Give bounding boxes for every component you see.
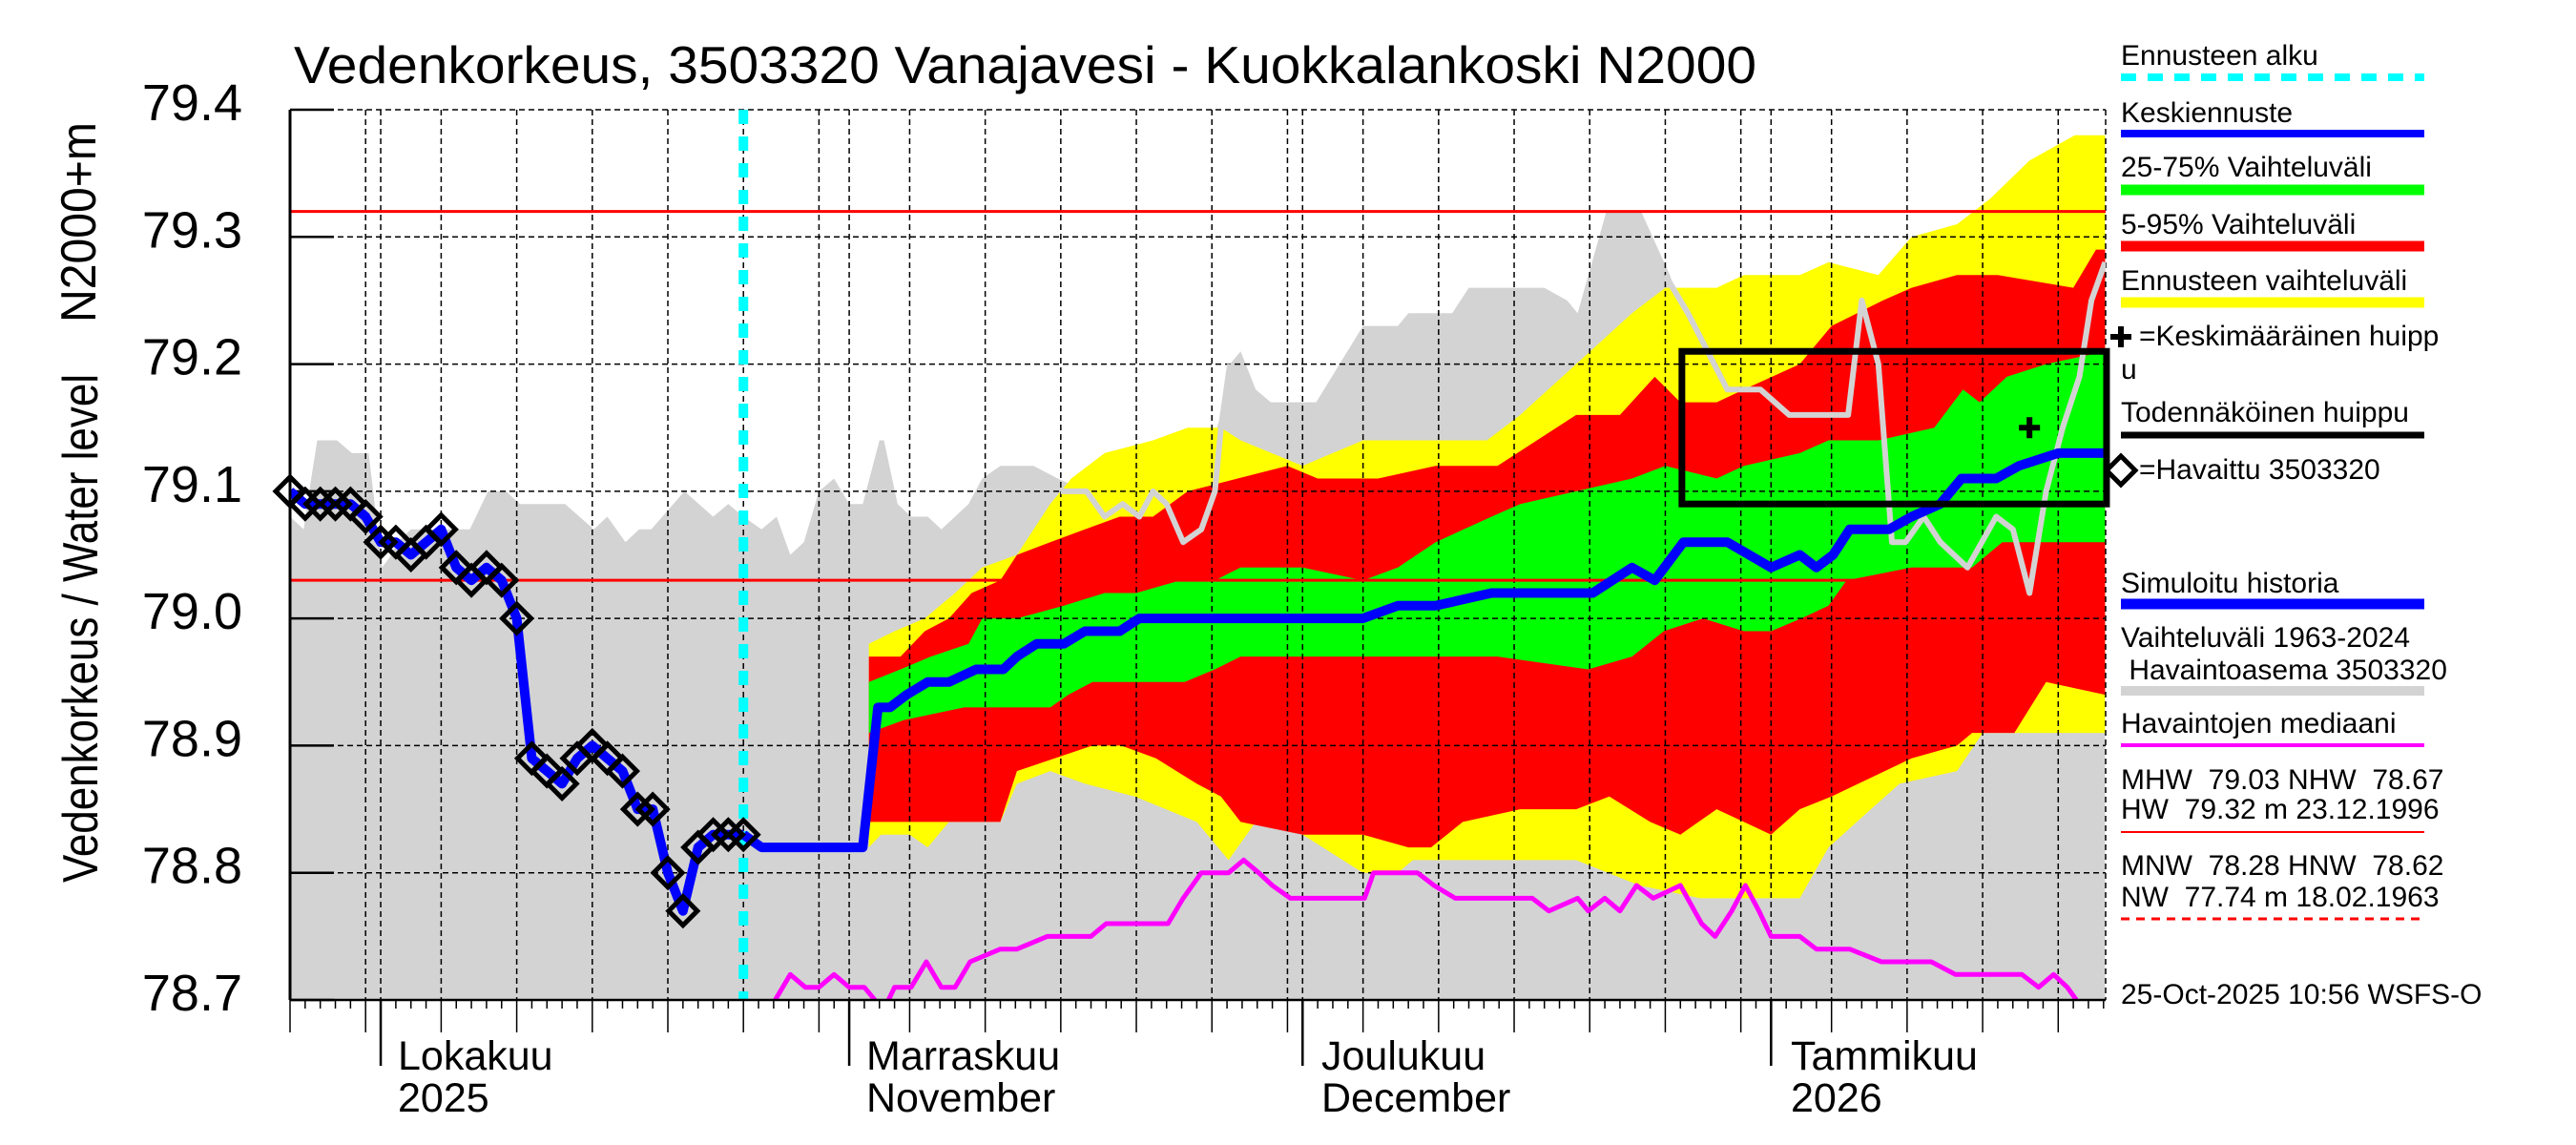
observed-point xyxy=(604,753,641,789)
x-month-sublabel: 2026 xyxy=(1791,1075,1882,1121)
chart-title: Vedenkorkeus, 3503320 Vanajavesi - Kuokk… xyxy=(294,35,1756,94)
legend-label-history-range-cont: Havaintoasema 3503320 xyxy=(2121,655,2447,686)
grid xyxy=(290,108,2107,1002)
legend: Ennusteen alku Keskiennuste 25-75% Vaiht… xyxy=(2103,40,2483,1010)
band-25-75 xyxy=(868,351,2106,734)
y-tick-label: 78.9 xyxy=(142,710,242,767)
y-tick-label: 79.2 xyxy=(142,329,242,386)
observed-point xyxy=(347,498,384,535)
observed-point xyxy=(634,791,671,827)
observed-point xyxy=(695,817,732,853)
legend-label-history-range: Vaihteluväli 1963-2024 xyxy=(2121,622,2410,654)
history-year-line xyxy=(1060,364,1234,546)
observed-point xyxy=(363,524,399,560)
observed-point xyxy=(484,562,520,598)
legend-label-high-water-cont: HW 79.32 m 23.12.1996 xyxy=(2121,794,2440,825)
observed-point xyxy=(302,486,339,522)
median-line xyxy=(773,857,2079,1000)
x-month-sublabel: December xyxy=(1321,1075,1510,1121)
forecast-bands xyxy=(868,135,2106,899)
y-tick-label: 78.8 xyxy=(142,838,242,895)
axes xyxy=(288,110,2106,1066)
legend-label-low-water: MNW 78.28 HNW 78.62 xyxy=(2121,850,2443,882)
legend-label-high-water: MHW 79.03 NHW 78.67 xyxy=(2121,764,2443,796)
observed-point xyxy=(650,855,686,891)
observed-point xyxy=(499,600,535,636)
legend-label-mean-peak: =Keskimääräinen huipp xyxy=(2139,321,2439,352)
series-lines xyxy=(290,110,2106,1000)
probable-peak-box xyxy=(1678,347,2110,508)
observed-point xyxy=(423,511,459,548)
observed-point xyxy=(710,817,746,853)
reference-lines xyxy=(290,210,2106,582)
x-month-sublabel: 2025 xyxy=(398,1075,489,1121)
y-axis-unit: N2000+m xyxy=(52,122,107,323)
observed-point xyxy=(317,486,354,522)
y-axis-label: Vedenkorkeus / Water level xyxy=(53,374,109,883)
legend-label-mean-forecast: Keskiennuste xyxy=(2121,97,2293,129)
legend-label-forecast-range: Ennusteen vaihteluväli xyxy=(2121,265,2407,297)
plus-icon xyxy=(2110,326,2131,347)
observed-point xyxy=(725,817,761,853)
x-month-label: Lokakuu xyxy=(398,1033,553,1079)
y-tick-label: 79.1 xyxy=(142,456,242,513)
y-tick-label: 79.3 xyxy=(142,201,242,259)
x-month-sublabel: November xyxy=(866,1075,1055,1121)
observed-point xyxy=(287,486,323,522)
legend-label-observed: =Havaittu 3503320 xyxy=(2139,454,2380,486)
y-tick-label: 79.4 xyxy=(142,74,242,132)
mean-peak-marker xyxy=(2019,417,2041,439)
x-month-label: Tammikuu xyxy=(1791,1033,1978,1079)
timestamp: 25-Oct-2025 10:56 WSFS-O xyxy=(2121,979,2483,1010)
y-tick-labels: 79.4 79.3 79.2 79.1 79.0 78.9 78.8 78.7 xyxy=(142,74,242,1022)
y-tick-label: 79.0 xyxy=(142,583,242,640)
mean-forecast-line xyxy=(740,448,2106,853)
diamond-icon xyxy=(2103,452,2139,489)
legend-label-forecast-start: Ennusteen alku xyxy=(2121,40,2318,72)
legend-label-low-water-cont: NW 77.74 m 18.02.1963 xyxy=(2121,882,2440,913)
y-tick-label: 78.7 xyxy=(142,965,242,1022)
legend-label-probable-peak: Todennäköinen huippu xyxy=(2121,397,2409,428)
observed-point xyxy=(619,791,655,827)
legend-label-25-75: 25-75% Vaihteluväli xyxy=(2121,152,2372,183)
x-month-label: Joulukuu xyxy=(1321,1033,1485,1079)
simulated-history-line xyxy=(290,488,744,916)
legend-label-median: Havaintojen mediaani xyxy=(2121,708,2397,739)
observed-point xyxy=(544,765,580,802)
legend-label-mean-peak-cont: u xyxy=(2121,354,2137,385)
legend-label-5-95: 5-95% Vaihteluväli xyxy=(2121,209,2356,240)
legend-label-simulated-history: Simuloitu historia xyxy=(2121,568,2339,599)
x-month-label: Marraskuu xyxy=(866,1033,1060,1079)
observed-point xyxy=(665,893,701,929)
